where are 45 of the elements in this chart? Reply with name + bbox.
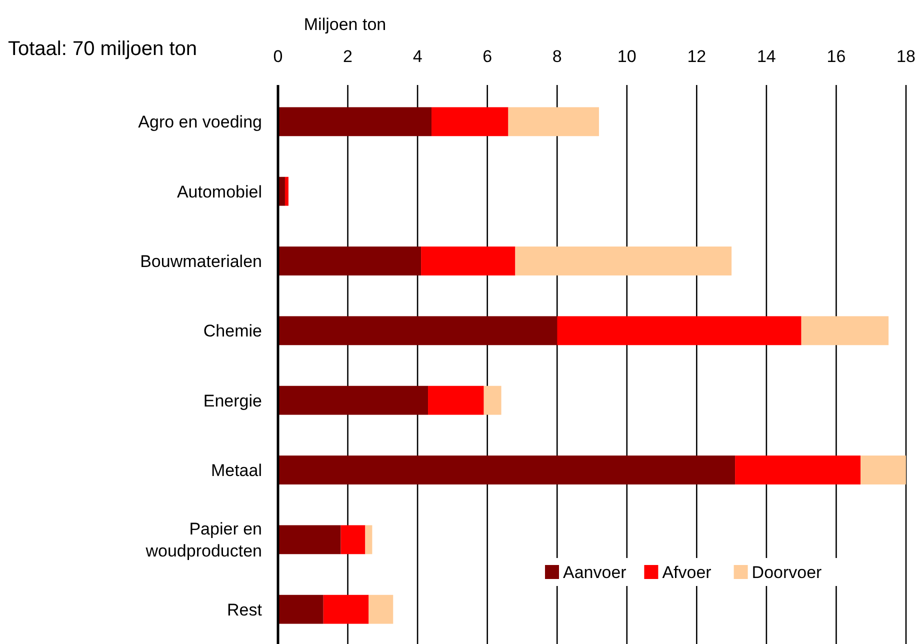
bar	[432, 107, 508, 136]
x-tick-label: 14	[756, 47, 776, 66]
bar	[278, 456, 736, 484]
bar	[323, 594, 369, 624]
y-tick-label: Papier en woudproducten	[144, 520, 262, 561]
x-axis-title: Miljoen ton	[304, 15, 386, 34]
bar	[278, 107, 432, 136]
x-tick-label: 10	[617, 47, 636, 66]
bar	[428, 386, 484, 415]
bar	[278, 316, 558, 346]
bar	[340, 525, 366, 554]
y-tick-label: Metaal	[210, 461, 262, 480]
bar	[801, 316, 889, 346]
y-tick-label: Agro en voeding	[138, 112, 262, 132]
y-tick-label: Bouwmaterialen	[140, 252, 262, 271]
bar	[508, 107, 599, 136]
bar	[278, 386, 428, 415]
x-tick-label: 6	[482, 47, 492, 66]
legend-label: Afvoer	[662, 563, 712, 582]
x-tick-label: 12	[687, 47, 706, 66]
bar	[515, 246, 732, 276]
legend-label: Doorvoer	[752, 563, 822, 582]
x-tick-label: 0	[273, 47, 283, 66]
bar	[278, 246, 422, 276]
legend-label: Aanvoer	[563, 563, 627, 582]
bar	[278, 525, 341, 554]
y-tick-label: Energie	[203, 391, 262, 410]
x-tick-label: 16	[826, 47, 846, 66]
bar	[735, 456, 861, 484]
y-tick-label: Rest	[227, 600, 262, 620]
bar	[365, 525, 372, 554]
y-tick-label: Chemie	[203, 322, 262, 341]
x-tick-label: 4	[412, 47, 422, 66]
bar	[284, 176, 288, 206]
y-tick-label: Automobiel	[176, 182, 262, 202]
x-tick-label: 8	[552, 47, 562, 66]
bar	[484, 386, 502, 415]
bar	[368, 594, 394, 624]
bar	[421, 246, 516, 276]
bar	[557, 316, 802, 346]
x-tick-label: 2	[343, 47, 353, 66]
bar	[278, 594, 324, 624]
x-tick-label: 18	[896, 47, 916, 66]
bar	[860, 456, 906, 484]
text: Totaal: 70 miljoen ton	[8, 38, 198, 60]
